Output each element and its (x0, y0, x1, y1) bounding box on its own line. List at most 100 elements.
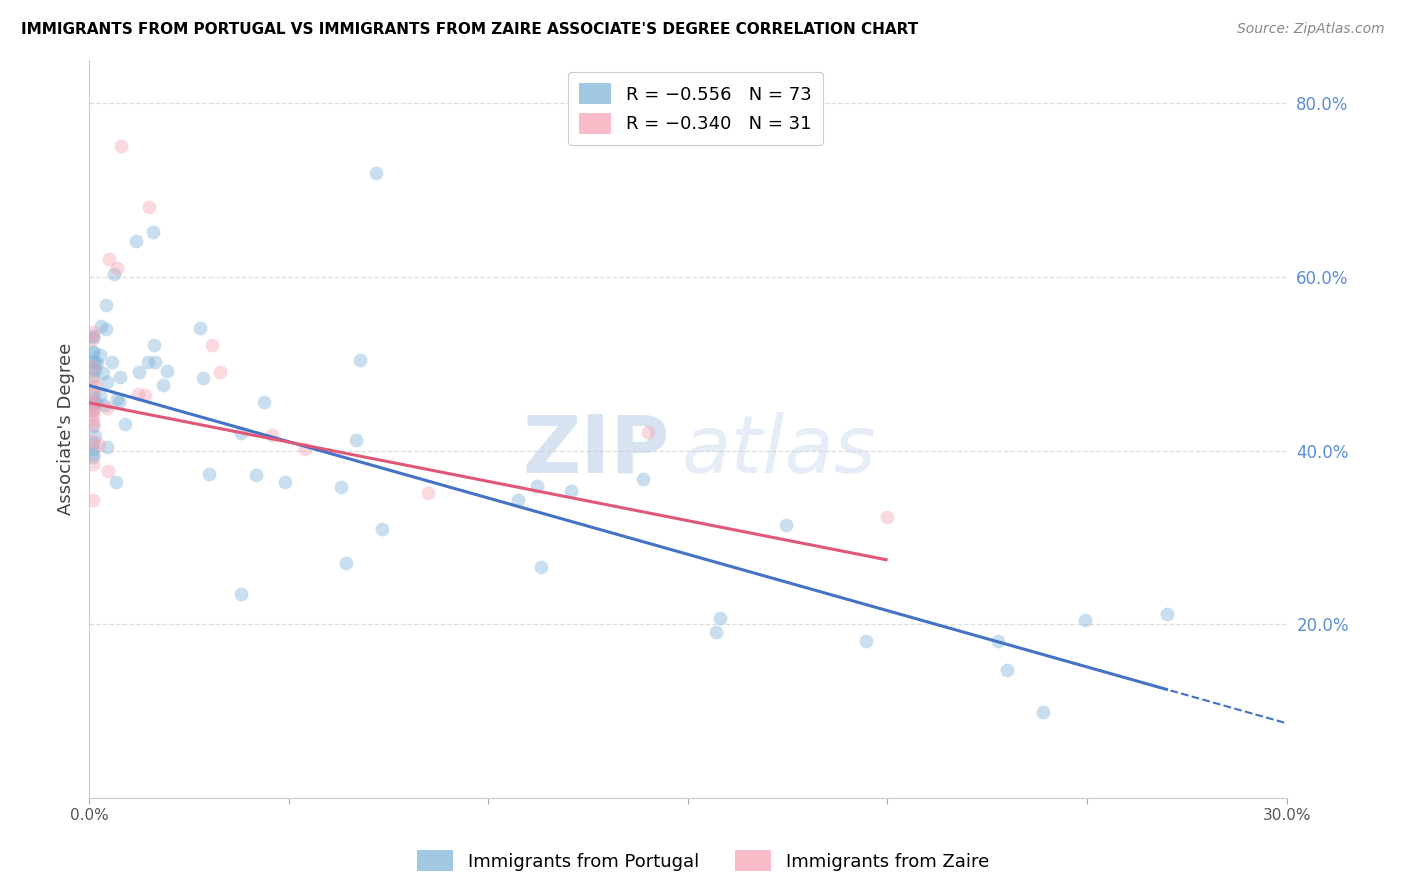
Point (82, 450, 104, 465)
Point (82, 395, 104, 409)
Point (90, 318, 112, 333)
Point (152, 377, 174, 392)
Text: ZIP: ZIP (523, 412, 669, 490)
Point (127, 387, 149, 401)
Point (105, 261, 128, 276)
Point (526, 479, 548, 493)
Point (110, 139, 132, 153)
Point (253, 394, 276, 409)
Point (82, 399, 104, 413)
Y-axis label: Associate's Degree: Associate's Degree (58, 343, 75, 515)
Point (105, 392, 128, 406)
Point (637, 425, 659, 439)
Point (330, 480, 353, 494)
Point (82, 493, 104, 508)
Point (995, 663, 1018, 677)
Point (191, 371, 214, 385)
Point (98, 252, 121, 267)
Point (82, 345, 104, 359)
Point (93, 366, 115, 380)
Point (560, 483, 582, 498)
Point (704, 625, 727, 640)
Point (82, 332, 104, 346)
Point (82, 329, 104, 343)
Point (631, 471, 654, 485)
Point (371, 523, 394, 537)
Point (87, 438, 110, 452)
Point (145, 355, 167, 369)
Point (114, 417, 136, 432)
Point (82, 402, 104, 417)
Point (93, 398, 115, 412)
Point (987, 634, 1010, 648)
Point (82, 387, 104, 401)
Point (231, 587, 253, 601)
Point (82, 361, 104, 376)
Point (855, 633, 877, 648)
Point (84, 395, 107, 409)
Point (83, 356, 105, 370)
Point (96, 440, 118, 454)
Point (83, 379, 105, 393)
Point (82, 407, 104, 421)
Point (209, 365, 232, 379)
Point (82, 402, 104, 417)
Point (294, 442, 316, 457)
Point (82, 442, 104, 456)
Point (709, 611, 731, 625)
Point (82, 447, 104, 461)
Point (156, 364, 179, 378)
Point (143, 338, 166, 352)
Point (82, 385, 104, 400)
Point (89, 348, 111, 362)
Point (188, 321, 211, 335)
Point (231, 426, 253, 441)
Point (82, 413, 104, 427)
Point (82, 354, 104, 368)
Point (876, 510, 898, 524)
Point (506, 493, 529, 508)
Text: IMMIGRANTS FROM PORTUGAL VS IMMIGRANTS FROM ZAIRE ASSOCIATE'S DEGREE CORRELATION: IMMIGRANTS FROM PORTUGAL VS IMMIGRANTS F… (21, 22, 918, 37)
Point (134, 388, 156, 402)
Point (416, 486, 439, 500)
Point (1074, 613, 1097, 627)
Point (1156, 607, 1178, 621)
Point (82, 329, 104, 343)
Point (96, 375, 118, 389)
Point (96, 298, 118, 312)
Point (82, 359, 104, 374)
Point (260, 428, 283, 442)
Point (138, 355, 160, 369)
Point (82, 392, 104, 406)
Point (125, 234, 148, 248)
Point (366, 165, 388, 179)
Point (82, 419, 104, 434)
Point (82, 397, 104, 411)
Point (529, 560, 551, 574)
Point (82, 374, 104, 388)
Point (86, 356, 108, 370)
Point (245, 468, 267, 483)
Point (94, 322, 117, 336)
Point (82, 325, 104, 339)
Point (96, 401, 118, 416)
Text: atlas: atlas (682, 412, 876, 490)
Point (201, 338, 224, 352)
Point (84, 363, 107, 377)
Text: Source: ZipAtlas.com: Source: ZipAtlas.com (1237, 22, 1385, 37)
Point (82, 457, 104, 471)
Point (84, 428, 107, 442)
Point (82, 436, 104, 450)
Point (349, 353, 371, 368)
Point (82, 370, 104, 384)
Point (97, 464, 120, 478)
Point (108, 394, 131, 409)
Point (128, 364, 150, 378)
Point (138, 200, 160, 214)
Point (1032, 706, 1054, 720)
Point (335, 556, 357, 570)
Point (103, 267, 125, 281)
Point (82, 417, 104, 431)
Point (82, 434, 104, 448)
Point (101, 355, 124, 369)
